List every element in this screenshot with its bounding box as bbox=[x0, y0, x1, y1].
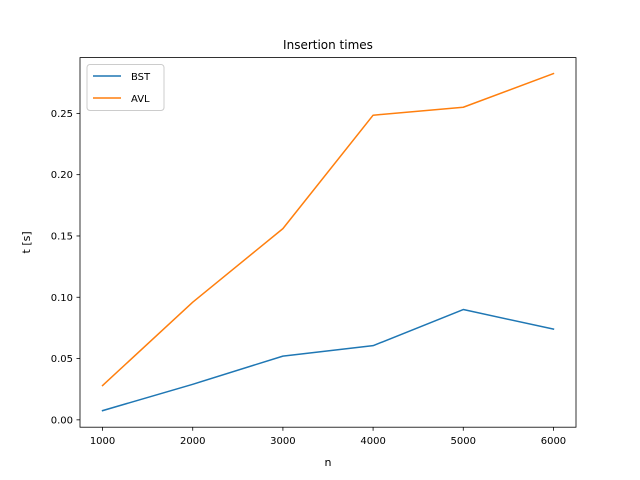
y-tick-label: 0.10 bbox=[51, 293, 73, 304]
y-tick-label: 0.00 bbox=[51, 415, 73, 426]
y-tick-label: 0.05 bbox=[51, 354, 73, 365]
x-tick-label: 4000 bbox=[360, 436, 385, 447]
legend-box bbox=[86, 64, 165, 111]
x-axis: 1000 2000 3000 4000 5000 6000 bbox=[90, 427, 566, 447]
series-line-bst bbox=[101, 308, 555, 412]
series-layer bbox=[101, 72, 555, 412]
chart-title: Insertion times bbox=[283, 38, 373, 52]
series-line-avl bbox=[101, 72, 555, 387]
legend: BST AVL bbox=[86, 64, 165, 111]
x-tick-label: 3000 bbox=[270, 436, 295, 447]
y-tick-label: 0.20 bbox=[51, 170, 73, 181]
x-tick-label: 6000 bbox=[541, 436, 566, 447]
y-axis: 0.00 0.05 0.10 0.15 0.20 0.25 bbox=[51, 109, 80, 426]
plot-frame bbox=[79, 57, 577, 428]
y-tick-label: 0.25 bbox=[51, 109, 73, 120]
y-axis-label: t [s] bbox=[20, 231, 33, 253]
x-tick-label: 1000 bbox=[90, 436, 115, 447]
x-tick-label: 2000 bbox=[180, 436, 205, 447]
y-tick-label: 0.15 bbox=[51, 231, 73, 242]
legend-label-bst: BST bbox=[131, 72, 151, 83]
legend-label-avl: AVL bbox=[131, 94, 150, 105]
x-axis-label: n bbox=[325, 456, 332, 469]
x-tick-label: 5000 bbox=[451, 436, 476, 447]
